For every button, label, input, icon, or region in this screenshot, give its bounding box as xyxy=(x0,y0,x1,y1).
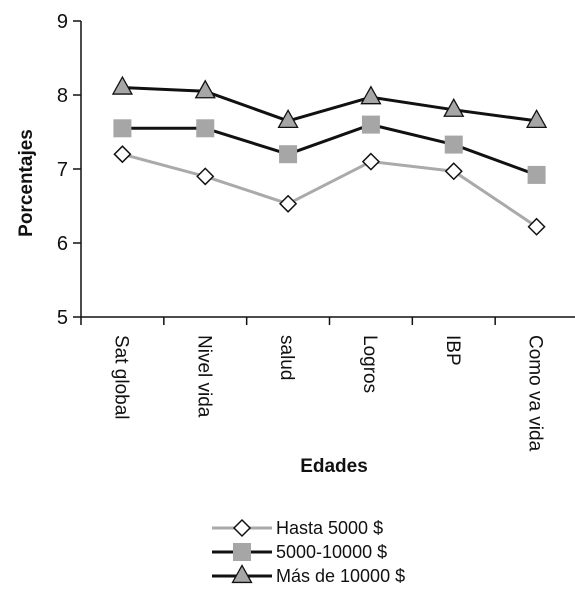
point-marker-triangle xyxy=(111,75,134,95)
point-marker-triangle xyxy=(443,97,465,117)
point-marker-square xyxy=(361,115,380,134)
legend-label: 5000-10000 $ xyxy=(276,542,387,562)
x-axis-title: Edades xyxy=(300,456,368,477)
point-marker-triangle xyxy=(525,109,548,129)
series-2 xyxy=(113,115,546,184)
x-tick-label: Nivel vida xyxy=(193,335,214,418)
x-tick-label: salud xyxy=(276,335,297,380)
point-marker-diamond xyxy=(196,167,215,186)
y-tick-label: 7 xyxy=(57,159,68,181)
point-marker-square xyxy=(279,145,298,164)
y-tick-label: 9 xyxy=(57,11,68,33)
legend-label: Hasta 5000 $ xyxy=(276,518,383,538)
y-tick-label: 5 xyxy=(57,307,68,329)
series-1 xyxy=(113,145,546,236)
y-axis-title: Porcentajes xyxy=(16,129,37,237)
point-marker-diamond xyxy=(444,162,463,181)
point-marker-diamond xyxy=(279,194,298,213)
x-tick-label: Sat global xyxy=(110,335,131,420)
legend-label: Más de 10000 $ xyxy=(276,566,405,586)
x-tick-label: Como va vida xyxy=(525,335,546,452)
legend-item: Más de 10000 $ xyxy=(212,564,405,586)
point-marker-triangle xyxy=(360,85,382,105)
point-marker-square xyxy=(233,543,251,561)
y-axis: 5 6 7 8 9 xyxy=(57,11,82,329)
point-marker-diamond xyxy=(527,217,546,236)
point-marker-square xyxy=(196,119,215,138)
point-marker-square xyxy=(113,119,132,138)
y-tick-label: 6 xyxy=(57,233,68,255)
series-line xyxy=(122,86,537,123)
y-tick-label: 8 xyxy=(57,85,68,107)
point-marker-triangle xyxy=(231,564,253,584)
series-line xyxy=(122,123,538,177)
x-tick-label: Logros xyxy=(359,335,380,393)
x-tick-label: IBP xyxy=(442,335,463,366)
series-3 xyxy=(111,75,548,129)
legend: Hasta 5000 $ 5000-10000 $ Más de 10000 $ xyxy=(212,518,405,586)
series-layer xyxy=(111,75,548,236)
legend-item: Hasta 5000 $ xyxy=(212,518,383,538)
point-marker-triangle xyxy=(277,109,299,129)
point-marker-diamond xyxy=(361,152,380,171)
point-marker-diamond xyxy=(232,518,252,538)
point-marker-square xyxy=(527,165,546,184)
point-marker-triangle xyxy=(194,79,216,99)
point-marker-square xyxy=(444,135,463,154)
point-marker-diamond xyxy=(113,145,132,164)
x-axis: Sat global Nivel vida salud Logros IBP Como v… xyxy=(80,316,575,452)
series-line xyxy=(122,152,538,228)
legend-item: 5000-10000 $ xyxy=(212,542,387,562)
